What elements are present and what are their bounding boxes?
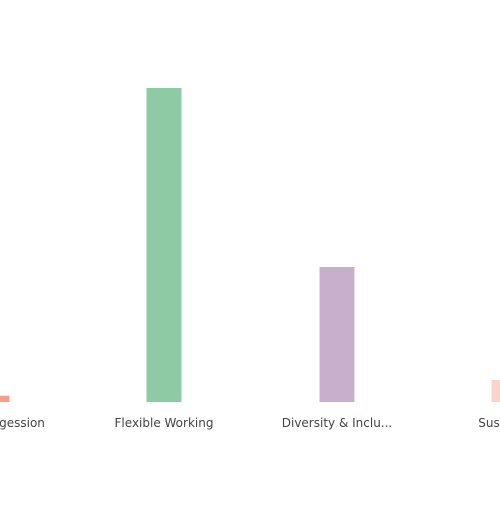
x-tick-label: Diversity & Inclu... (282, 416, 393, 430)
x-tick-label: gession (0, 416, 45, 430)
bar-diversity-inclu (320, 267, 355, 402)
bar-susta (492, 380, 500, 402)
x-tick-label: Susta (478, 416, 500, 430)
bar-flexible-working (147, 88, 182, 402)
x-tick-label: Flexible Working (115, 416, 214, 430)
bar-gession (0, 396, 10, 402)
